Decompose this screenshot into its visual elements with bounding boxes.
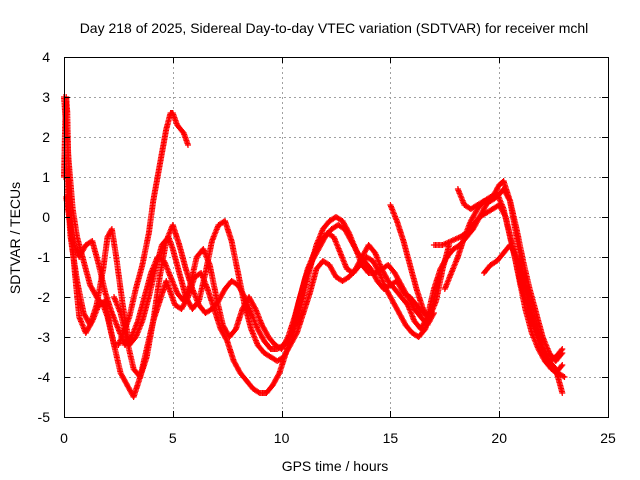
axis-ticks: 0 5 10 15 20 25 -5 -4 -3 -2 -1 0 1 2 3 4 [38,49,616,446]
data-point-markers [387,202,433,324]
x-tick-label: 0 [60,430,68,446]
x-tick-label: 5 [169,430,177,446]
y-tick-label: 0 [42,209,50,225]
data-point-markers [481,242,566,376]
y-tick-label: 2 [42,129,50,145]
y-tick-label: -5 [38,409,51,425]
data-series-10 [481,242,566,376]
data-point-markers [61,94,453,400]
x-axis-label: GPS time / hours [282,458,389,474]
x-tick-label: 10 [274,430,290,446]
x-tick-label: 15 [383,430,399,446]
y-tick-label: -4 [38,369,51,385]
x-tick-label: 20 [491,430,507,446]
data-series-9 [454,186,566,364]
data-point-markers [454,186,566,364]
y-tick-label: 4 [42,49,50,65]
data-series-5 [111,214,437,380]
y-tick-label: -1 [38,249,51,265]
x-tick-label: 25 [600,430,616,446]
plot-border [64,57,609,418]
chart-title: Day 218 of 2025, Sidereal Day-to-day VTE… [80,20,589,36]
y-tick-label: 3 [42,89,50,105]
y-tick-label: -3 [38,329,51,345]
data-markers [61,94,568,400]
data-series-2 [61,94,453,400]
y-tick-label: -2 [38,289,51,305]
data-point-markers [111,214,437,380]
data-series-6 [387,202,433,324]
y-axis-label: SDTVAR / TECUs [7,182,23,294]
y-tick-label: 1 [42,169,50,185]
